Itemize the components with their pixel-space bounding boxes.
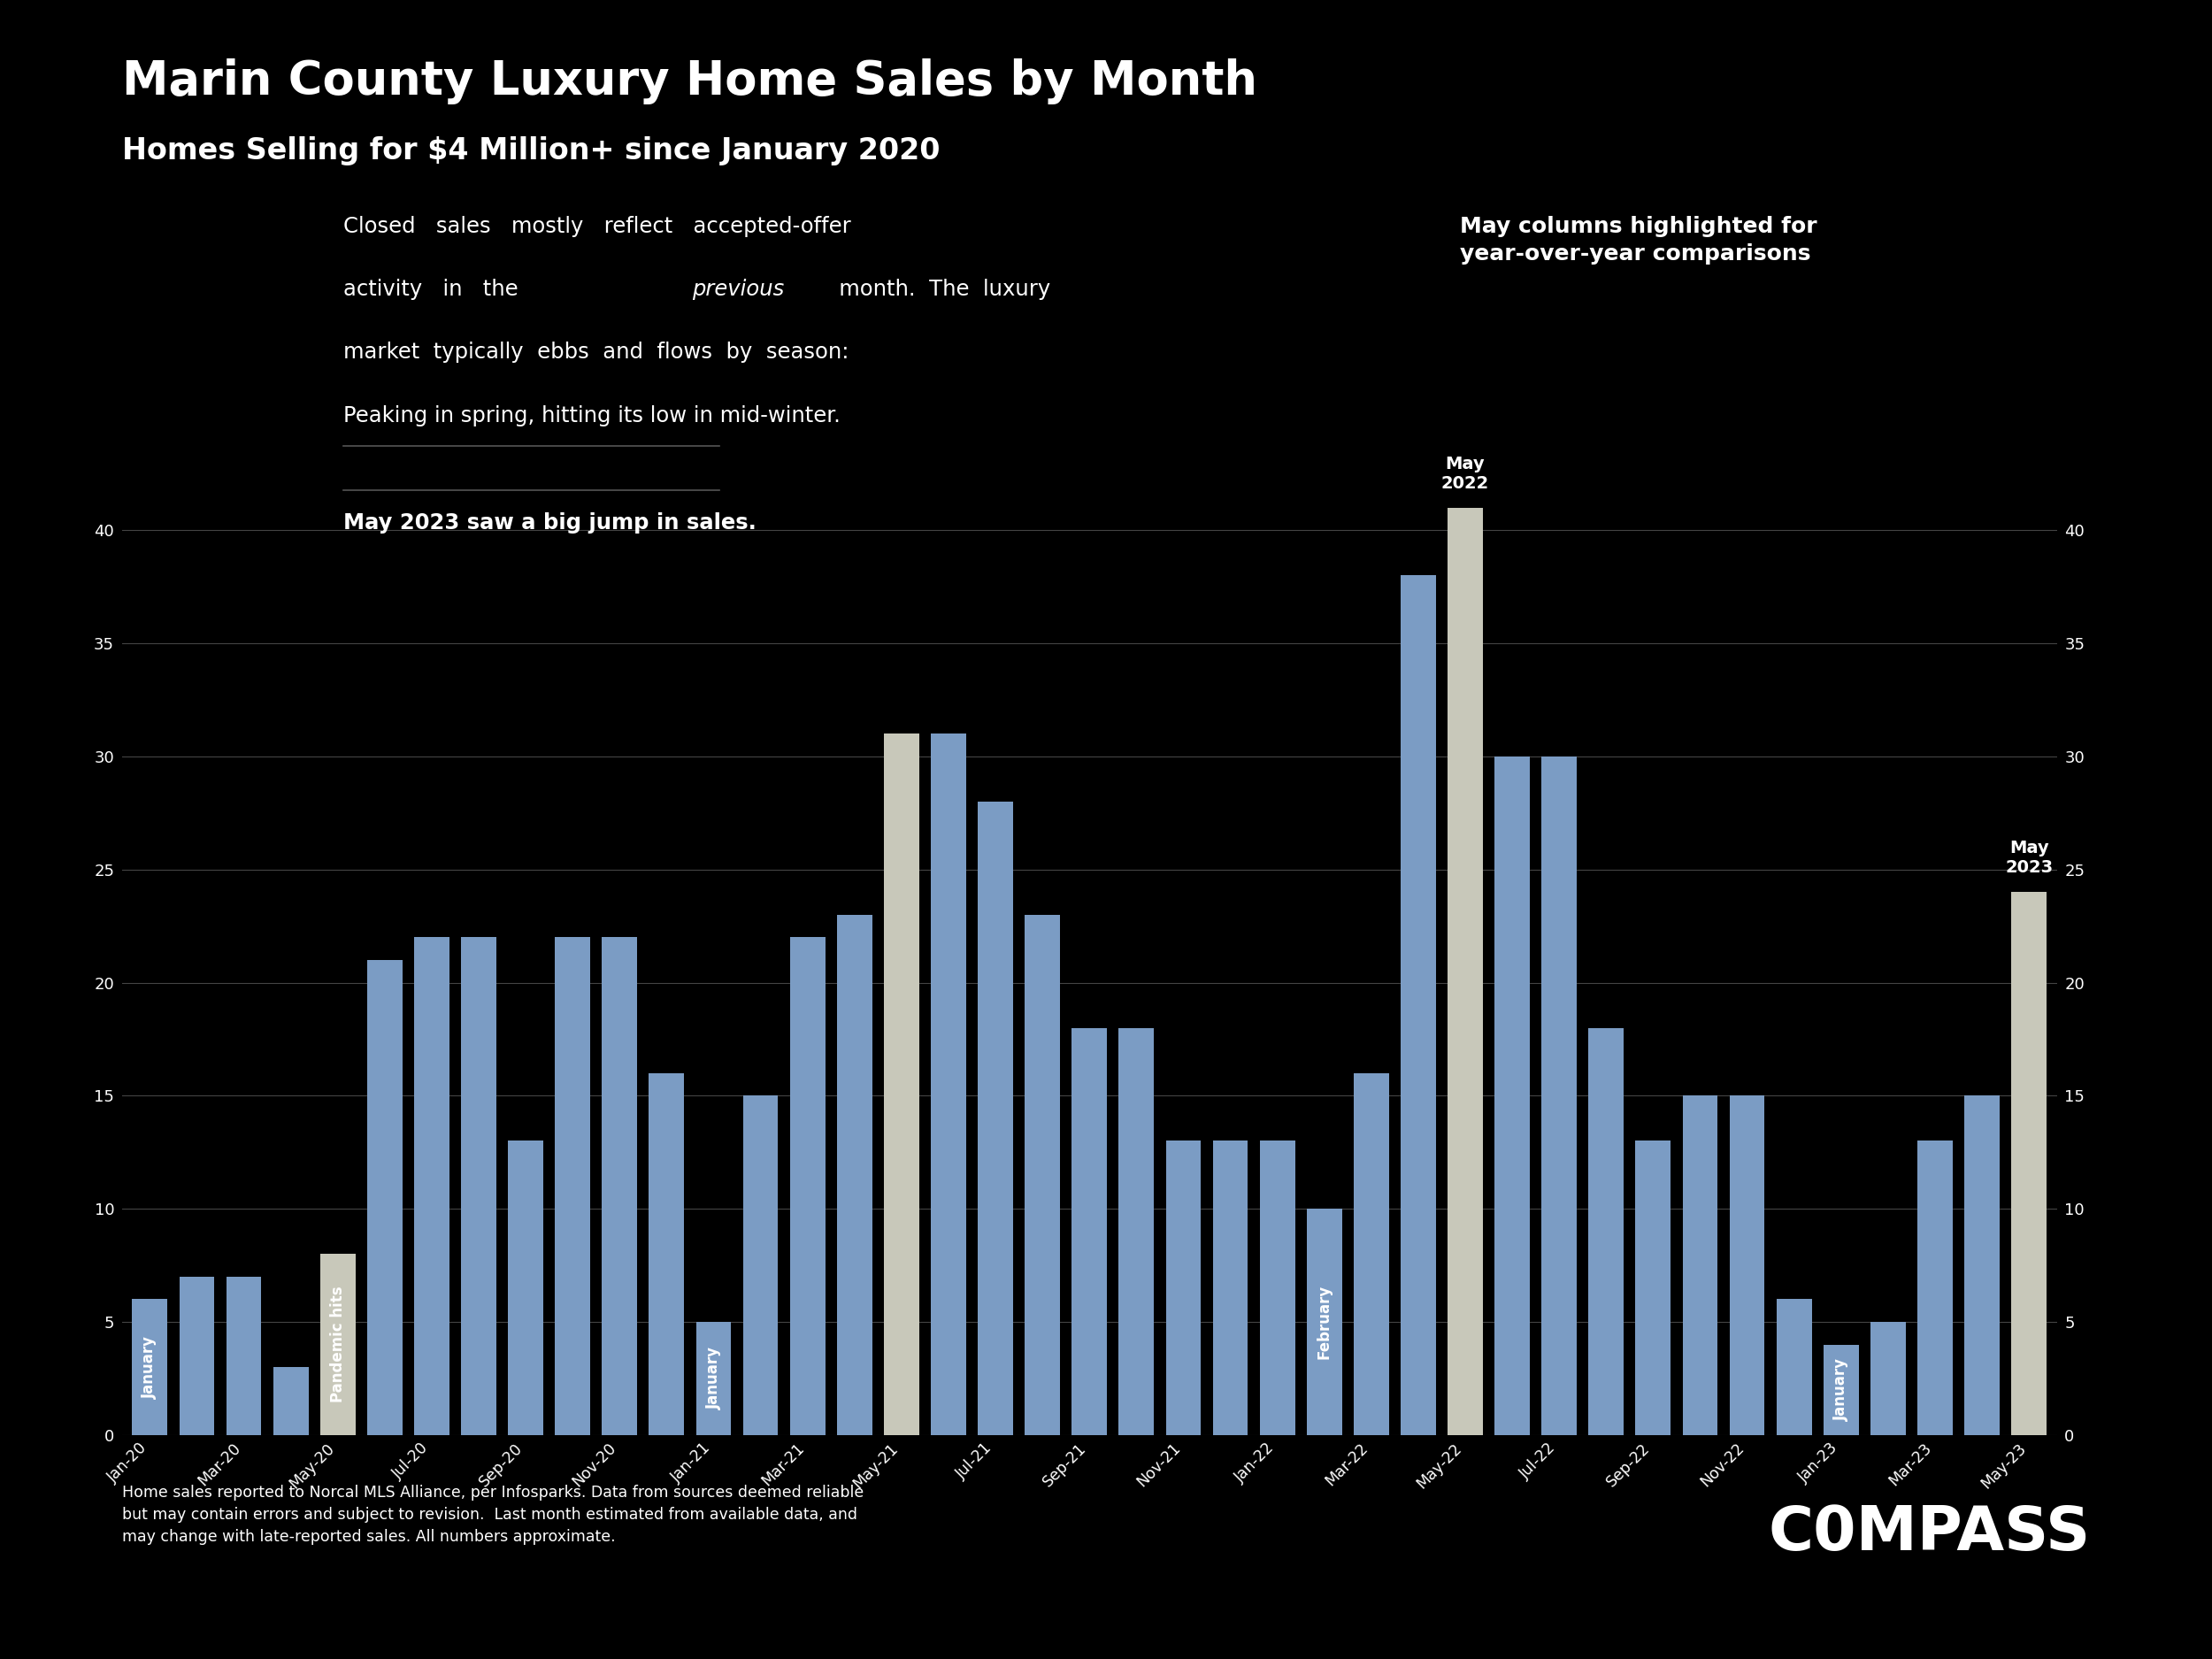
Bar	[1400, 576, 1436, 1435]
Bar	[1588, 1029, 1624, 1435]
Bar	[509, 1141, 544, 1435]
Bar	[1354, 1073, 1389, 1435]
Text: May 2023 saw a big jump in sales.: May 2023 saw a big jump in sales.	[343, 513, 757, 533]
Bar	[978, 801, 1013, 1435]
Bar	[1635, 1141, 1670, 1435]
Bar	[321, 1254, 356, 1435]
Text: May
2022: May 2022	[1442, 455, 1489, 491]
Text: May columns highlighted for
year-over-year comparisons: May columns highlighted for year-over-ye…	[1460, 216, 1816, 265]
Bar	[1871, 1322, 1907, 1435]
Text: previous: previous	[692, 279, 785, 300]
Text: month.  The  luxury: month. The luxury	[818, 279, 1051, 300]
Bar	[648, 1073, 684, 1435]
Text: Home sales reported to Norcal MLS Alliance, per Infosparks. Data from sources de: Home sales reported to Norcal MLS Allian…	[122, 1485, 863, 1545]
Bar	[1918, 1141, 1953, 1435]
Text: January: January	[1834, 1359, 1849, 1422]
Text: Closed   sales   mostly   reflect   accepted-offer: Closed sales mostly reflect accepted-off…	[343, 216, 849, 237]
Bar	[697, 1322, 732, 1435]
Bar	[272, 1367, 307, 1435]
Bar	[1259, 1141, 1294, 1435]
Bar	[1307, 1209, 1343, 1435]
Bar	[602, 937, 637, 1435]
Bar	[1730, 1095, 1765, 1435]
Text: Pandemic hits: Pandemic hits	[330, 1286, 345, 1404]
Bar	[1776, 1299, 1812, 1435]
Bar	[1166, 1141, 1201, 1435]
Bar	[1073, 1029, 1106, 1435]
Bar	[179, 1277, 215, 1435]
Bar	[367, 961, 403, 1435]
Bar	[460, 937, 495, 1435]
Text: market  typically  ebbs  and  flows  by  season:: market typically ebbs and flows by seaso…	[343, 342, 849, 363]
Text: Homes Selling for $4 Million+ since January 2020: Homes Selling for $4 Million+ since Janu…	[122, 136, 940, 166]
Text: January: January	[706, 1347, 721, 1410]
Bar	[1119, 1029, 1155, 1435]
Bar	[1683, 1095, 1719, 1435]
Bar	[743, 1095, 779, 1435]
Bar	[2011, 893, 2046, 1435]
Bar	[133, 1299, 168, 1435]
Bar	[226, 1277, 261, 1435]
Bar	[1024, 914, 1060, 1435]
Text: May
2023: May 2023	[2004, 839, 2053, 876]
Bar	[885, 733, 920, 1435]
Bar	[836, 914, 872, 1435]
Text: February: February	[1316, 1284, 1332, 1359]
Bar	[1212, 1141, 1248, 1435]
Bar	[931, 733, 967, 1435]
Bar	[555, 937, 591, 1435]
Text: Marin County Luxury Home Sales by Month: Marin County Luxury Home Sales by Month	[122, 58, 1256, 105]
Bar	[1495, 757, 1531, 1435]
Bar	[414, 937, 449, 1435]
Text: January: January	[142, 1335, 157, 1399]
Text: Peaking in spring, hitting its low in mid-winter.: Peaking in spring, hitting its low in mi…	[343, 405, 841, 426]
Bar	[1542, 757, 1577, 1435]
Bar	[1964, 1095, 2000, 1435]
Bar	[1447, 508, 1482, 1435]
Text: C0MPASS: C0MPASS	[1767, 1503, 2090, 1563]
Bar	[790, 937, 825, 1435]
Bar	[1823, 1344, 1858, 1435]
Text: activity   in   the: activity in the	[343, 279, 538, 300]
